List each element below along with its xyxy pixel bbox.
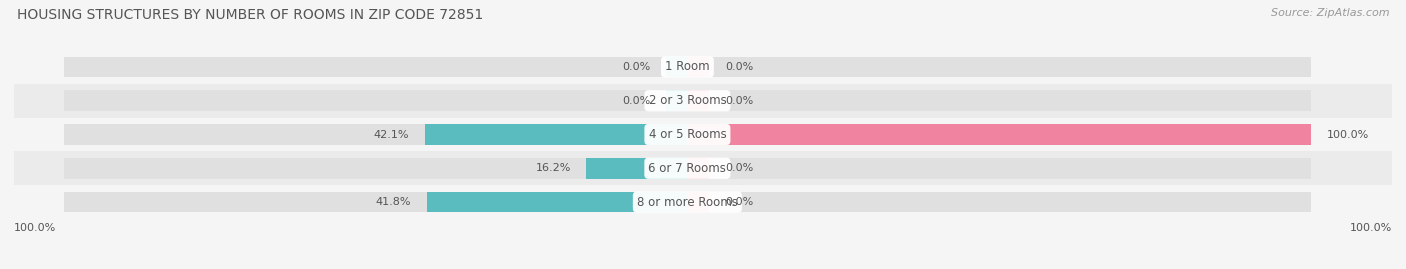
Bar bbox=[586, 158, 688, 179]
Text: 6 or 7 Rooms: 6 or 7 Rooms bbox=[648, 162, 727, 175]
Bar bbox=[63, 124, 688, 145]
Text: Source: ZipAtlas.com: Source: ZipAtlas.com bbox=[1271, 8, 1389, 18]
Text: 100.0%: 100.0% bbox=[1350, 223, 1392, 233]
Bar bbox=[688, 56, 1310, 77]
Text: 0.0%: 0.0% bbox=[725, 96, 754, 106]
Bar bbox=[425, 124, 688, 145]
Text: 4 or 5 Rooms: 4 or 5 Rooms bbox=[648, 128, 727, 141]
Bar bbox=[63, 56, 688, 77]
Bar bbox=[688, 124, 1310, 145]
Bar bbox=[63, 192, 688, 213]
Text: 100.0%: 100.0% bbox=[14, 223, 56, 233]
Bar bbox=[688, 90, 709, 111]
Text: 2 or 3 Rooms: 2 or 3 Rooms bbox=[648, 94, 727, 107]
Bar bbox=[688, 124, 1310, 145]
Bar bbox=[665, 90, 688, 111]
Bar bbox=[14, 84, 1392, 118]
Text: 0.0%: 0.0% bbox=[621, 62, 650, 72]
Bar bbox=[427, 192, 688, 213]
Bar bbox=[688, 192, 709, 213]
Bar bbox=[63, 90, 688, 111]
Text: 42.1%: 42.1% bbox=[374, 129, 409, 140]
Text: 8 or more Rooms: 8 or more Rooms bbox=[637, 196, 738, 208]
Bar bbox=[688, 192, 1310, 213]
Bar bbox=[688, 90, 1310, 111]
Text: 100.0%: 100.0% bbox=[1326, 129, 1368, 140]
Bar bbox=[14, 118, 1392, 151]
Bar bbox=[688, 158, 709, 179]
Text: HOUSING STRUCTURES BY NUMBER OF ROOMS IN ZIP CODE 72851: HOUSING STRUCTURES BY NUMBER OF ROOMS IN… bbox=[17, 8, 484, 22]
Text: 1 Room: 1 Room bbox=[665, 61, 710, 73]
Bar bbox=[688, 56, 709, 77]
Bar bbox=[14, 185, 1392, 219]
Bar bbox=[14, 151, 1392, 185]
Bar bbox=[665, 56, 688, 77]
Text: 0.0%: 0.0% bbox=[725, 163, 754, 173]
Text: 0.0%: 0.0% bbox=[725, 197, 754, 207]
Bar bbox=[14, 50, 1392, 84]
Text: 0.0%: 0.0% bbox=[725, 62, 754, 72]
Text: 0.0%: 0.0% bbox=[621, 96, 650, 106]
Text: 16.2%: 16.2% bbox=[536, 163, 571, 173]
Bar bbox=[63, 158, 688, 179]
Bar bbox=[688, 158, 1310, 179]
Text: 41.8%: 41.8% bbox=[375, 197, 411, 207]
